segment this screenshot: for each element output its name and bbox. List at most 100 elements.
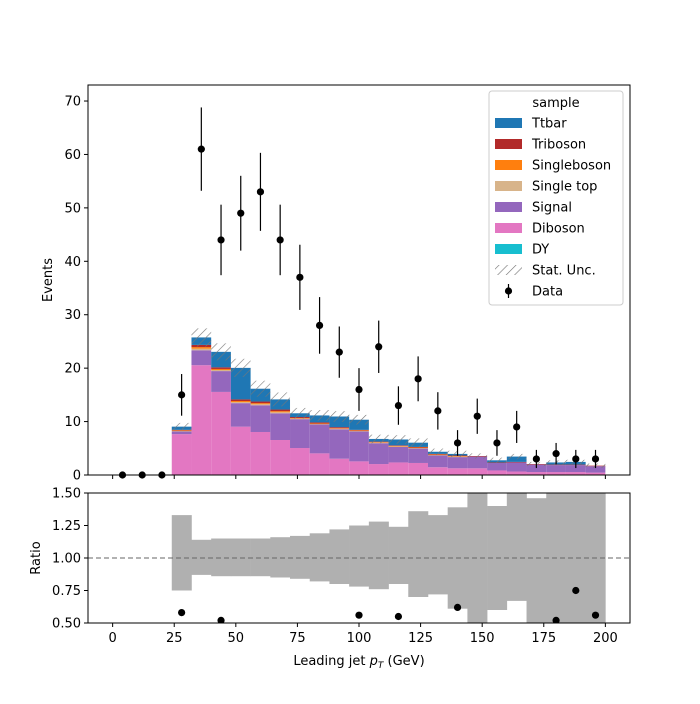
stat-unc-rect (310, 410, 330, 421)
bar-diboson (349, 461, 369, 474)
bar-singleboson (211, 369, 231, 370)
ratio-unc-rect (467, 488, 487, 638)
bar-single-top (231, 402, 251, 403)
x-tick-label: 100 (347, 631, 372, 646)
bar-signal (349, 431, 369, 461)
data-point (533, 455, 540, 462)
x-tick-label: 175 (531, 631, 556, 646)
bar-signal (428, 456, 448, 468)
y-tick-label: 60 (64, 148, 81, 163)
bar-singleboson (191, 347, 211, 349)
ratio-unc-rect (507, 493, 527, 601)
ratio-unc-rect (270, 537, 290, 577)
ratio-point (355, 612, 362, 619)
bar-diboson (586, 473, 606, 475)
bar-singleboson (231, 401, 251, 402)
bar-signal (408, 449, 428, 463)
bar-diboson (211, 392, 231, 475)
x-tick-label: 150 (470, 631, 495, 646)
x-tick-label: 200 (593, 631, 618, 646)
bar-singleboson (310, 423, 330, 424)
data-point (572, 455, 579, 462)
bar-singleboson (251, 403, 271, 404)
bar-single-top (310, 424, 330, 425)
ratio-unc-rect (191, 540, 211, 575)
ratio-unc-rect (329, 529, 349, 584)
stat-unc-rect (191, 328, 211, 346)
legend-swatch-signal (495, 202, 522, 212)
bar-diboson (329, 459, 349, 475)
stat-unc-rect (389, 435, 409, 444)
x-axis-label: Leading jet pT (GeV) (293, 654, 424, 671)
bar-triboson (389, 445, 409, 446)
ratio-unc-rect (231, 539, 251, 577)
x-tick-label: 50 (228, 631, 245, 646)
legend-data-marker (505, 287, 512, 294)
bar-triboson (408, 447, 428, 448)
legend-label: Data (532, 285, 563, 300)
bar-triboson (329, 427, 349, 428)
ratio-unc-rect (211, 539, 231, 577)
ratio-y-tick-label: 0.50 (52, 617, 81, 632)
stat-unc-rect (231, 359, 251, 377)
legend-swatch-triboson (495, 139, 522, 149)
bar-single-top (211, 370, 231, 371)
bar-diboson (566, 472, 586, 475)
ratio-point (395, 613, 402, 620)
y-tick-label: 70 (64, 95, 81, 110)
legend-label: Signal (532, 201, 572, 216)
legend-label: DY (532, 243, 549, 258)
bar-diboson (290, 448, 310, 475)
bar-single-top (349, 431, 369, 432)
y-tick-label: 50 (64, 201, 81, 216)
stat-unc-rect (349, 415, 369, 425)
bar-single-top (428, 455, 448, 456)
bar-signal (231, 403, 251, 427)
legend-label: Ttbar (531, 117, 567, 132)
bar-diboson (251, 432, 271, 475)
data-point (257, 188, 264, 195)
bar-diboson (191, 365, 211, 475)
data-point (336, 349, 343, 356)
bar-diboson (527, 472, 547, 475)
legend-label: Triboson (531, 138, 586, 153)
data-point (316, 322, 323, 329)
stat-unc-rect (211, 343, 231, 360)
ratio-point (454, 604, 461, 611)
bar-diboson (507, 472, 527, 475)
stat-unc-rect (270, 392, 290, 406)
legend-swatch-single-top (495, 181, 522, 191)
bar-signal (389, 447, 409, 462)
data-point (277, 236, 284, 243)
bar-diboson (467, 468, 487, 474)
legend-label: Singleboson (532, 159, 611, 174)
ratio-unc-rect (428, 515, 448, 594)
bar-triboson (231, 399, 251, 401)
bar-diboson (172, 434, 192, 475)
data-point (198, 146, 205, 153)
data-point (474, 413, 481, 420)
bar-diboson (369, 464, 389, 475)
bar-diboson (408, 463, 428, 475)
ratio-unc-rect (310, 533, 330, 581)
y-tick-label: 0 (73, 469, 81, 484)
data-point (454, 439, 461, 446)
data-point (217, 236, 224, 243)
data-point (375, 343, 382, 350)
bar-diboson (448, 468, 468, 474)
ratio-unc-rect (172, 515, 192, 590)
stat-unc-rect (251, 381, 271, 397)
bar-single-top (408, 448, 428, 449)
x-tick-label: 0 (108, 631, 116, 646)
ratio-unc-rect (251, 539, 271, 577)
bar-signal (507, 462, 527, 471)
bar-diboson (270, 440, 290, 475)
bar-signal (369, 443, 389, 464)
data-point (592, 455, 599, 462)
ratio-y-axis-label: Ratio (29, 541, 44, 574)
y-tick-label: 20 (64, 362, 81, 377)
data-point (237, 210, 244, 217)
